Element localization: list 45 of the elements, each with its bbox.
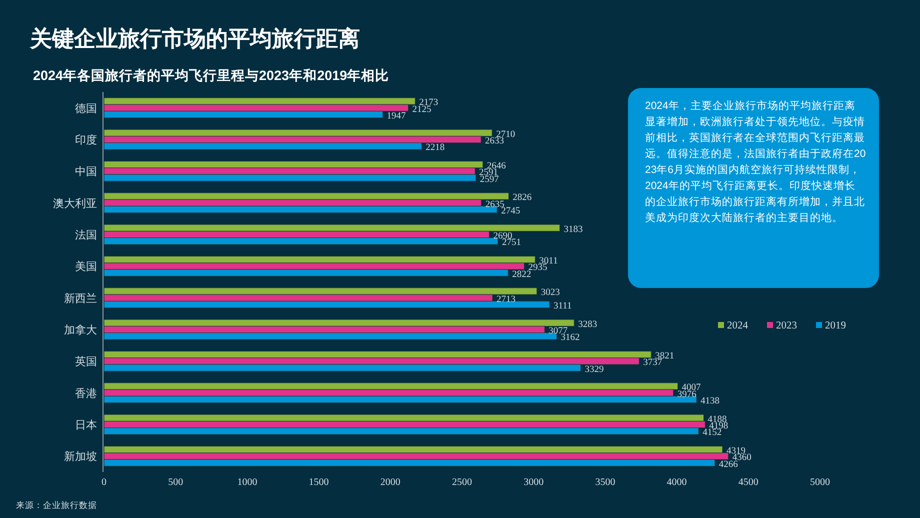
y-tick-label: 澳大利亚: [53, 196, 97, 210]
x-tick-label: 4000: [666, 477, 687, 488]
y-tick-label: 中国: [75, 165, 97, 178]
legend-label: 2019: [825, 320, 846, 332]
y-tick-label: 加拿大: [64, 324, 97, 336]
x-tick-label: 500: [168, 477, 184, 488]
y-tick-label: 德国: [75, 102, 97, 115]
data-label: 2745: [501, 206, 520, 216]
x-tick-label: 3000: [524, 477, 544, 488]
x-tick-label: 1500: [308, 477, 329, 488]
x-tick-label: 1000: [237, 477, 258, 488]
x-tick-label: 0: [102, 477, 106, 488]
data-label: 2822: [512, 270, 532, 280]
data-label: 2218: [426, 143, 445, 154]
x-tick-label: 2500: [452, 477, 472, 488]
y-tick-label: 香港: [75, 386, 97, 400]
x-tick-label: 5000: [810, 477, 830, 488]
data-label: 3183: [564, 224, 583, 235]
y-tick-label: 新加坡: [64, 450, 97, 464]
data-label: 2826: [512, 193, 532, 204]
y-tick-label: 印度: [75, 134, 97, 146]
y-tick-label: 日本: [75, 418, 97, 432]
y-tick-label: 法国: [75, 228, 97, 242]
x-tick-label: 3500: [595, 477, 616, 488]
data-label: 1947: [386, 111, 406, 122]
y-tick-label: 美国: [75, 260, 97, 274]
legend-label: 2024: [727, 320, 749, 332]
note-box: 2024年，主要企业旅行市场的平均旅行距离显著增加，欧洲旅行者处于领先地位。与疫情前相比，英国旅行者在全球范围内飞行距离最远。值得注意的是，法国旅行者由于政府在2023年6月实施的国内航空旅行可持续性限制，2024年的平均飞行距离更长。印度快速增长的企业旅行市场的旅行距离有所增加，并且北美成为印度次大陆旅行者的主要目的地。: [628, 88, 879, 288]
legend-label: 2023: [776, 320, 797, 332]
data-label: 3162: [560, 333, 580, 344]
data-label: 3329: [584, 364, 604, 375]
x-tick-label: 2000: [380, 477, 400, 488]
y-tick-label: 英国: [75, 355, 97, 368]
data-label: 4152: [702, 428, 722, 438]
title: 关键企业旅行市场的平均旅行距离: [30, 26, 360, 51]
data-label: 3023: [540, 288, 560, 298]
subtitle: 2024年各国旅行者的平均飞行里程与2023年和2019年相比: [33, 68, 390, 83]
data-label: 4266: [718, 460, 738, 470]
data-label: 3283: [578, 320, 598, 330]
y-tick-label: 新西兰: [64, 292, 97, 305]
x-tick-label: 4500: [738, 477, 758, 488]
source: 来源：企业旅行数据: [16, 500, 97, 510]
data-label: 3111: [554, 301, 572, 312]
data-label: 4138: [700, 396, 720, 406]
data-label: 3737: [643, 358, 662, 368]
